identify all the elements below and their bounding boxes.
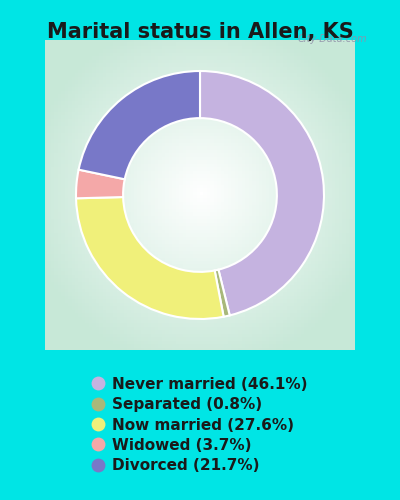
Text: Marital status in Allen, KS: Marital status in Allen, KS — [47, 22, 353, 42]
Wedge shape — [79, 71, 200, 180]
Wedge shape — [76, 170, 125, 198]
Wedge shape — [76, 197, 224, 319]
Wedge shape — [215, 270, 230, 316]
Wedge shape — [200, 71, 324, 316]
Legend: Never married (46.1%), Separated (0.8%), Now married (27.6%), Widowed (3.7%), Di: Never married (46.1%), Separated (0.8%),… — [92, 377, 308, 473]
Text: City-Data.com: City-Data.com — [298, 34, 367, 44]
